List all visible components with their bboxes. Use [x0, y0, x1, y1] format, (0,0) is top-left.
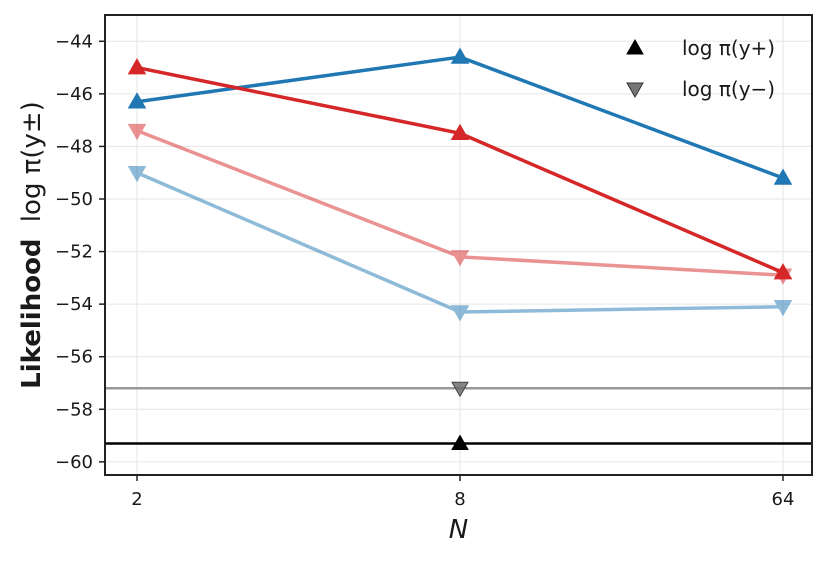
legend-label-negative: log π(y−) [682, 77, 775, 101]
series-2 [127, 123, 793, 285]
y-axis-title: Likelihood log π(y±) [17, 101, 47, 389]
reference-marker-1 [451, 434, 469, 450]
series-1-point-1 [450, 123, 470, 141]
x-tick-label: 8 [454, 489, 465, 510]
x-axis-ticks: 2 8 64 [131, 475, 794, 510]
series-lines [127, 47, 793, 322]
y-axis-ticks: −44 −46 −48 −50 −52 −54 −56 −58 −60 [55, 31, 105, 473]
series-1-point-0 [127, 58, 147, 75]
x-axis-title: N [449, 515, 468, 545]
y-tick-label: −54 [55, 294, 93, 315]
y-tick-label: −56 [55, 347, 93, 368]
series-2-point-2 [773, 268, 793, 285]
reference-marker-0 [451, 381, 469, 398]
reference-lines [105, 381, 812, 450]
legend-marker-positive [626, 38, 644, 55]
legend-label-positive: log π(y+) [682, 36, 775, 60]
series-3-point-0 [127, 165, 147, 183]
series-0-point-0 [127, 92, 147, 109]
y-tick-label: −52 [55, 242, 93, 263]
series-3-point-1 [450, 305, 470, 322]
y-axis-title-bold: Likelihood [17, 238, 47, 388]
y-tick-label: −48 [55, 136, 93, 157]
y-tick-label: −44 [55, 31, 93, 52]
series-2-point-1 [450, 250, 470, 267]
y-tick-label: −50 [55, 189, 93, 210]
x-tick-label: 2 [131, 489, 142, 510]
legend-marker-negative [626, 82, 644, 99]
y-tick-label: −58 [55, 399, 93, 420]
series-2-point-0 [127, 123, 147, 141]
series-3 [127, 165, 793, 322]
series-0 [127, 47, 793, 185]
y-tick-label: −46 [55, 84, 93, 105]
y-axis-title-math: log π(y±) [17, 101, 47, 222]
series-3-point-2 [773, 300, 793, 317]
x-tick-label: 64 [772, 489, 795, 510]
y-tick-label: −60 [55, 452, 93, 473]
legend: log π(y+) log π(y−) [626, 36, 775, 101]
plot-frame [104, 14, 813, 476]
series-0-point-1 [450, 47, 470, 64]
series-0-point-2 [773, 168, 793, 185]
